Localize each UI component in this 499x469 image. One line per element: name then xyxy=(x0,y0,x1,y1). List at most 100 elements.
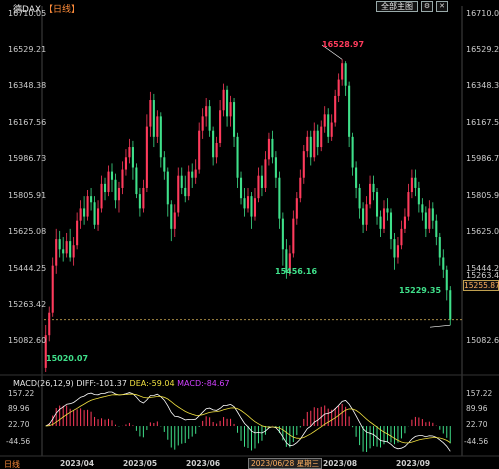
price-axis-label-right: 16348.38 xyxy=(466,81,499,90)
candle-body xyxy=(44,335,47,368)
high-annotation-leader xyxy=(321,44,343,60)
macd-title: MACD(26,12,9) xyxy=(13,379,74,388)
period-tag[interactable]: 【日线】 xyxy=(43,5,80,15)
candle-body xyxy=(103,183,107,193)
main-chart-select-button[interactable]: 全部主图 xyxy=(376,1,418,12)
candle-body xyxy=(114,179,117,201)
candle-body xyxy=(138,194,141,209)
candle-body xyxy=(180,175,183,188)
candle-body xyxy=(302,151,305,178)
price-axis-label-right: 16167.56 xyxy=(466,118,499,127)
candle-body xyxy=(205,106,208,117)
period-selector[interactable]: 日线 xyxy=(4,460,20,469)
candle-body xyxy=(330,122,333,137)
candle-body xyxy=(215,142,218,158)
candle-body xyxy=(337,79,340,96)
candle-body xyxy=(93,202,96,225)
price-axis-label-right: 15625.08 xyxy=(466,227,499,236)
macd-axis-label-left: -44.56 xyxy=(6,437,31,446)
candle-body xyxy=(417,187,420,205)
candle-body xyxy=(65,241,68,254)
candle-body xyxy=(382,208,386,229)
candle-body xyxy=(163,157,166,172)
candle-body xyxy=(327,114,330,137)
candle-body xyxy=(145,126,148,188)
candle-body xyxy=(267,138,270,160)
candle-body xyxy=(323,114,326,127)
macd-axis-label-right: -44.56 xyxy=(464,437,489,446)
candle-body xyxy=(431,208,434,221)
macd-axis-label-right: 89.96 xyxy=(466,404,488,413)
candle-body xyxy=(424,212,427,229)
candle-body xyxy=(198,130,201,170)
macd-diff-value: DIFF:-101.37 xyxy=(76,379,127,388)
candle-body xyxy=(274,157,277,178)
candle-body xyxy=(348,85,351,137)
candle-body xyxy=(51,265,54,313)
candle-body xyxy=(299,177,302,199)
candle-body xyxy=(428,208,431,229)
candle-body xyxy=(58,239,61,250)
candle-body xyxy=(288,253,291,272)
candle-body xyxy=(271,138,274,158)
candle-body xyxy=(393,239,396,258)
candle-body xyxy=(152,100,155,137)
candle-body xyxy=(250,196,253,217)
candle-body xyxy=(375,192,379,217)
candle-body xyxy=(334,95,337,123)
candle-body xyxy=(306,136,309,152)
close-icon[interactable]: ✕ xyxy=(436,1,448,12)
candle-body xyxy=(191,171,194,178)
macd-axis-label-left: 22.70 xyxy=(8,420,30,429)
candle-body xyxy=(149,100,152,127)
candle-body xyxy=(166,171,169,205)
candle-body xyxy=(246,196,250,209)
candle-body xyxy=(226,89,229,117)
macd-diff-line xyxy=(45,391,451,452)
macd-value: MACD:-84.67 xyxy=(177,379,230,388)
gear-icon[interactable]: ⚙ xyxy=(421,1,433,12)
candle-body xyxy=(341,63,344,80)
candle-body xyxy=(365,204,368,225)
macd-axis-label-right: 157.22 xyxy=(466,389,493,398)
candle-body xyxy=(142,187,145,209)
candle-body xyxy=(389,212,393,240)
candle-body xyxy=(187,171,190,197)
price-axis-label-left: 15625.08 xyxy=(8,227,47,236)
price-axis-label-right: 15805.91 xyxy=(466,191,499,200)
candle-body xyxy=(372,183,375,193)
candle-body xyxy=(386,208,389,213)
high-price-annotation: 16528.97 xyxy=(322,40,365,49)
candle-body xyxy=(403,216,406,229)
candle-body xyxy=(369,183,372,205)
price-axis-label-left: 16710.05 xyxy=(8,9,47,18)
time-axis-label: 2023/08 xyxy=(323,459,358,468)
price-axis-label-left: 16529.21 xyxy=(8,45,47,54)
candle-body xyxy=(362,208,365,225)
candle-body xyxy=(90,196,93,203)
candle-body xyxy=(233,102,236,137)
candle-body xyxy=(320,126,323,148)
candle-body xyxy=(313,130,316,158)
candle-body xyxy=(184,187,187,197)
price-axis-label-right: 15444.25 xyxy=(466,264,499,273)
candle-body xyxy=(62,249,65,254)
candle-body xyxy=(351,136,354,168)
candle-body xyxy=(97,208,100,225)
macd-indicator-label[interactable]: MACD(26,12,9) DIFF:-101.37 DEA:-59.04 MA… xyxy=(13,379,230,388)
price-axis-label-right: 15082.60 xyxy=(466,336,499,345)
recent-low-annotation: 15229.35 xyxy=(399,286,442,295)
candle-body xyxy=(170,204,173,229)
cursor-date-label: 2023/06/28 星期三 xyxy=(248,458,323,469)
candle-body xyxy=(159,116,162,158)
price-axis-label-right: 15263.42 xyxy=(466,271,499,280)
candle-body xyxy=(110,171,114,180)
candle-body xyxy=(79,208,82,221)
candle-body xyxy=(257,175,260,199)
candle-body xyxy=(86,196,89,217)
candle-body xyxy=(410,177,413,193)
candle-body xyxy=(117,187,121,201)
candle-body xyxy=(156,116,159,137)
candle-body xyxy=(55,239,58,266)
